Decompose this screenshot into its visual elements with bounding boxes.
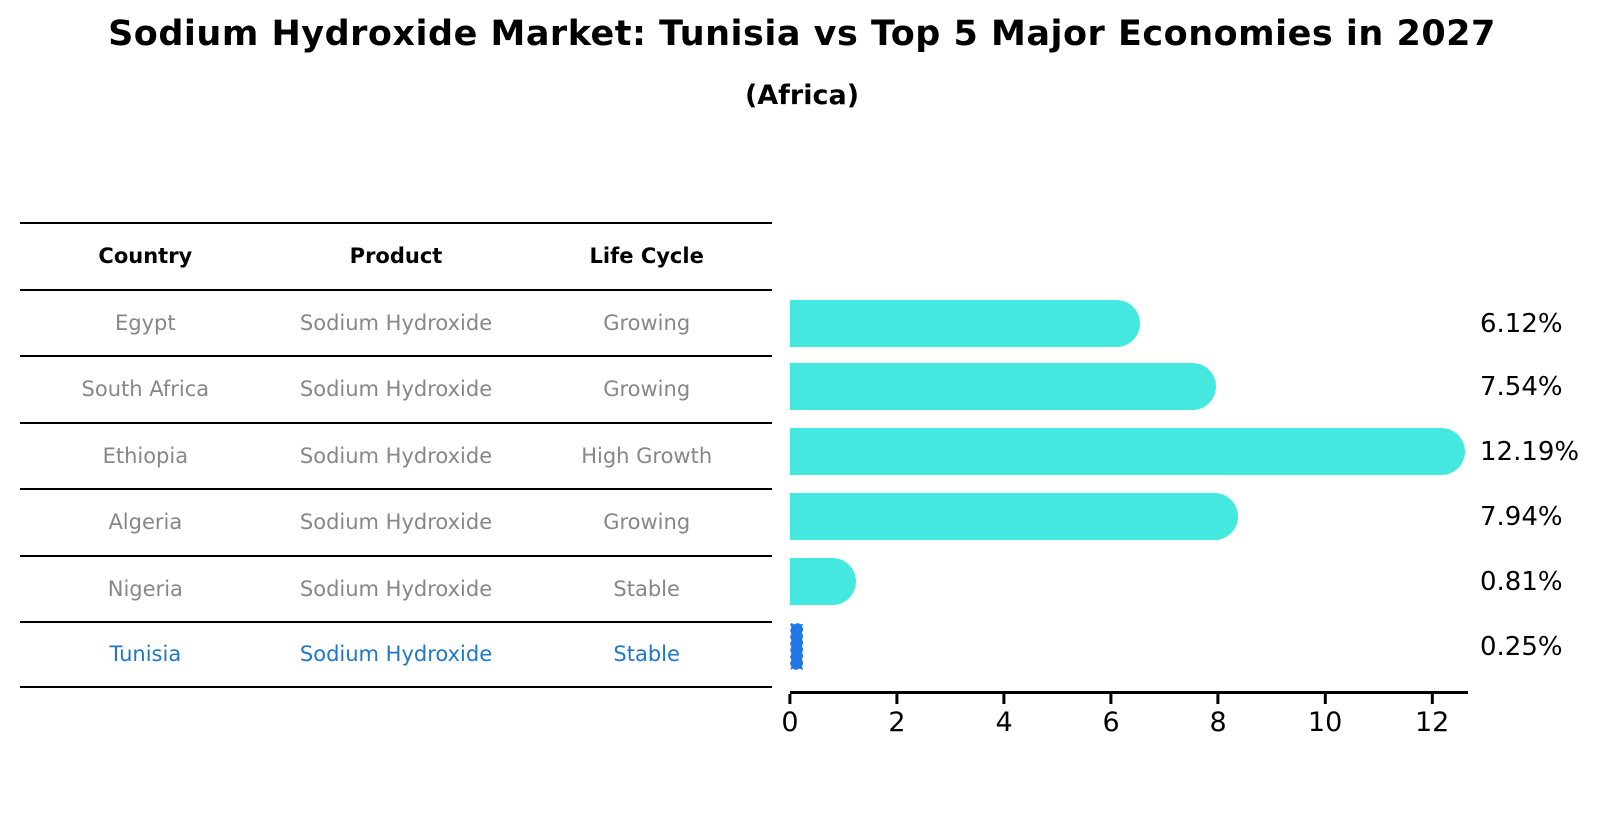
x-tick: 8 [1210, 694, 1227, 738]
cell-life-cycle: High Growth [581, 443, 713, 468]
tick-label: 2 [888, 707, 906, 738]
table-row-south-africa: South Africa Sodium Hydroxide Growing [20, 355, 772, 422]
cell-country: Tunisia [109, 642, 182, 667]
cell-life-cycle: Growing [603, 377, 691, 402]
cell-product: Sodium Hydroxide [299, 377, 493, 402]
cell-life-cycle: Stable [613, 576, 680, 601]
cell-product: Sodium Hydroxide [299, 510, 493, 535]
bar-algeria [790, 493, 1238, 540]
cell-country: Ethiopia [102, 443, 189, 468]
tick-label: 0 [781, 707, 799, 738]
table-row-tunisia: Tunisia Sodium Hydroxide Stable [20, 621, 772, 688]
tick-mark [1323, 694, 1327, 704]
bar-row-nigeria: 0.81% [790, 558, 1563, 605]
table-row-egypt: Egypt Sodium Hydroxide Growing [20, 288, 772, 356]
cell-product: Sodium Hydroxide [299, 310, 493, 335]
cell-country: Nigeria [107, 576, 183, 601]
tick-mark [1002, 694, 1006, 704]
table-row-algeria: Algeria Sodium Hydroxide Growing [20, 488, 772, 555]
cell-country: South Africa [81, 377, 210, 402]
bar-chart: 6.12% 7.54% 12.19% 7.94% 0.81% 0.25% [790, 290, 1579, 693]
x-tick: 2 [888, 694, 906, 738]
value-label: 12.19% [1480, 436, 1580, 467]
x-tick: 4 [995, 694, 1013, 738]
bar-row-tunisia: 0.25% [790, 623, 1563, 670]
bar-ethiopia [790, 428, 1466, 475]
x-tick: 10 [1308, 694, 1342, 738]
cell-life-cycle: Stable [613, 642, 680, 667]
tick-label: 12 [1414, 707, 1450, 738]
bar-nigeria [790, 558, 857, 605]
cell-country: Algeria [108, 510, 183, 535]
value-label: 7.54% [1480, 371, 1563, 402]
bar-row-egypt: 6.12% [790, 300, 1563, 347]
column-header-life-cycle: Life Cycle [589, 244, 704, 269]
cell-product: Sodium Hydroxide [299, 576, 493, 601]
bar-egypt [790, 300, 1141, 347]
column-header-product: Product [349, 244, 443, 269]
x-tick: 6 [1102, 694, 1120, 738]
value-label: 0.25% [1480, 631, 1563, 662]
bar-row-algeria: 7.94% [790, 493, 1563, 540]
bar-tunisia [790, 623, 804, 670]
x-tick: 12 [1415, 694, 1449, 738]
value-label: 0.81% [1480, 566, 1563, 597]
x-axis: 0 2 4 6 8 10 12 [781, 691, 1468, 738]
table-row-ethiopia: Ethiopia Sodium Hydroxide High Growth [20, 421, 772, 489]
cell-life-cycle: Growing [603, 510, 691, 535]
cell-country: Egypt [115, 310, 176, 335]
tick-mark [1216, 694, 1220, 704]
table-header-row: Country Product Life Cycle [20, 222, 772, 289]
tick-mark [895, 694, 899, 704]
cell-product: Sodium Hydroxide [299, 443, 493, 468]
bar-row-south-africa: 7.54% [790, 363, 1563, 410]
chart-subtitle: (Africa) [744, 80, 860, 111]
tick-label: 6 [1102, 707, 1120, 738]
tick-mark [1109, 694, 1113, 704]
column-header-country: Country [98, 244, 193, 269]
tick-label: 8 [1209, 707, 1227, 738]
country-table: Country Product Life Cycle Egypt Sodium … [20, 222, 772, 688]
bar-row-ethiopia: 12.19% [790, 428, 1579, 475]
value-label: 6.12% [1480, 308, 1563, 339]
tick-mark [1430, 694, 1434, 704]
cell-life-cycle: Growing [603, 310, 691, 335]
chart-title: Sodium Hydroxide Market: Tunisia vs Top … [108, 14, 1496, 54]
tick-label: 10 [1307, 707, 1343, 738]
table-row-nigeria: Nigeria Sodium Hydroxide Stable [20, 554, 772, 622]
tick-mark [788, 694, 792, 704]
bar-south-africa [790, 363, 1217, 410]
tick-label: 4 [995, 707, 1013, 738]
value-label: 7.94% [1480, 501, 1563, 532]
cell-product: Sodium Hydroxide [299, 642, 493, 667]
x-tick: 0 [781, 694, 799, 738]
